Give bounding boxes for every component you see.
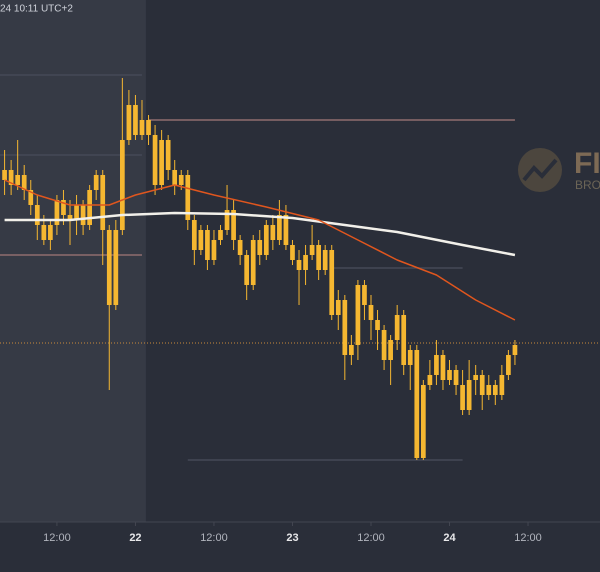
candle-body [218,230,223,240]
candle-body [237,240,243,255]
candle-body [335,300,341,315]
candle-body [80,205,86,225]
candle-body [34,205,40,225]
candle-body [342,300,348,355]
candle-body [250,240,256,285]
candle-body [211,240,217,260]
logo-mark [522,158,558,182]
candle-body [414,350,420,458]
candle-body [87,190,92,225]
candle-body [283,215,289,245]
candle-body [139,120,145,135]
candle-body [185,175,191,220]
candle-body [296,260,302,270]
candle-body [512,345,518,355]
candle-body [473,375,479,380]
candle-body [427,375,433,385]
candle-body [316,245,322,270]
candle-body [303,255,308,270]
x-tick-label: 12:00 [514,532,542,544]
ma-line [4,179,516,321]
candle-body [198,230,204,250]
candle-body [93,175,99,190]
candle-body [440,355,446,380]
candle-body [120,140,125,230]
candle-body [106,230,112,305]
x-tick-label: 22 [129,532,141,544]
candle-body [165,140,171,170]
candle-body [309,245,315,255]
candle-body [205,230,210,260]
candle-body [159,140,164,185]
candle-body [257,240,263,255]
candle-body [329,250,335,315]
candle-body [263,225,269,255]
candle-body [152,135,158,185]
candle-body [362,285,367,305]
x-tick-label: 12:00 [200,532,228,544]
candle-body [146,120,151,135]
x-tick-label: 24 [443,532,456,544]
candle-body [178,175,184,185]
ma-line [4,211,516,257]
candle-body [447,370,452,380]
candle-body [191,220,197,250]
logo-sub: BROK [575,178,600,192]
highlight-region [0,0,146,522]
candle-body [453,370,459,385]
candle-body [486,385,492,395]
candle-body [8,170,14,185]
candle-body [394,315,400,340]
candle-body [126,105,132,140]
candle-body [368,305,374,320]
candle-body [322,250,328,270]
candle-body [277,215,282,240]
header: 24 10:11 UTC+2 [0,4,73,15]
candle-body [375,320,380,330]
candle-body [28,190,34,205]
candle-body [355,285,361,345]
candle-body [244,255,250,285]
candle-body [41,225,47,240]
candle-body [21,175,27,190]
candle-body [407,350,413,365]
candle-body [290,245,295,260]
candle-body [172,170,178,185]
candle-body [54,200,60,225]
candle-body [349,345,354,355]
candle-body [388,340,393,360]
candle-body [270,225,276,240]
candle-body [15,175,21,185]
logo: FI [574,147,600,180]
candle-body [48,225,53,240]
candle-body [479,375,485,395]
candle-body [113,230,119,305]
x-axis-strip [0,522,600,572]
candle-body [61,200,66,215]
x-tick-label: 23 [286,532,298,544]
x-tick-label: 12:00 [43,532,71,544]
candle-body [492,385,498,395]
candle-body [434,355,439,375]
candle-body [401,315,407,365]
candle-body [67,215,73,220]
candle-body [2,170,7,180]
candle-body [381,330,387,360]
candle-body [100,175,106,230]
candle-body [499,375,505,395]
x-tick-label: 12:00 [357,532,385,544]
candle-body [74,205,79,220]
candle-body [466,380,472,410]
candle-body [231,210,236,240]
candle-body [133,105,138,135]
candle-body [460,385,465,410]
logo-icon [518,148,562,192]
candle-body [506,355,511,375]
candle-body [224,210,230,230]
candle-body [420,385,426,458]
